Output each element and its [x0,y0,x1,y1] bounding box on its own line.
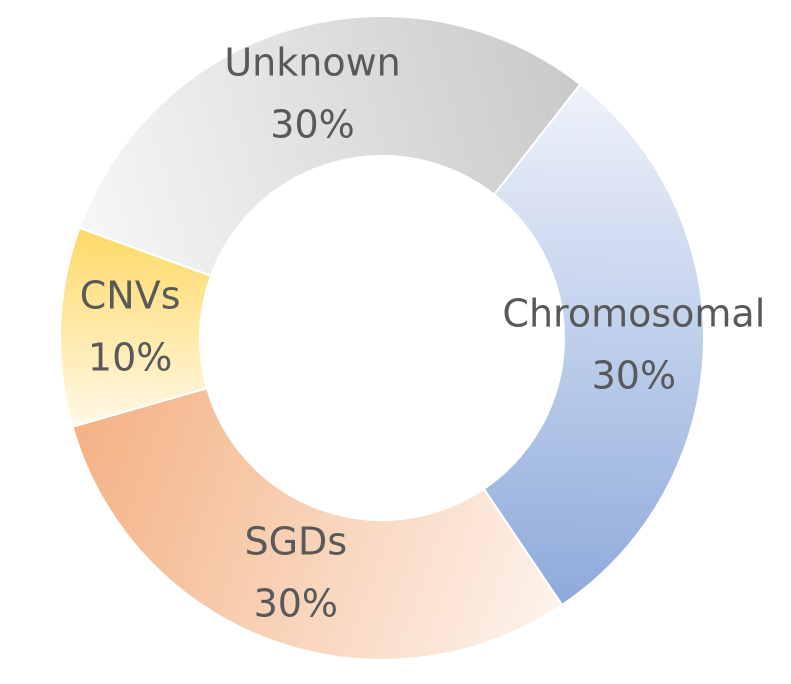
slice-label: CNVs [80,274,181,318]
donut-slice [71,386,564,661]
value-label: 30% [270,102,354,146]
value-label: 30% [254,581,338,625]
slice-label: SGDs [244,519,347,563]
slice-label: Chromosomal [502,291,765,335]
donut-slice [78,15,582,278]
donut-slice [482,82,705,607]
value-label: 30% [592,353,676,397]
slice-label: Unknown [224,40,400,84]
value-label: 10% [88,336,172,380]
